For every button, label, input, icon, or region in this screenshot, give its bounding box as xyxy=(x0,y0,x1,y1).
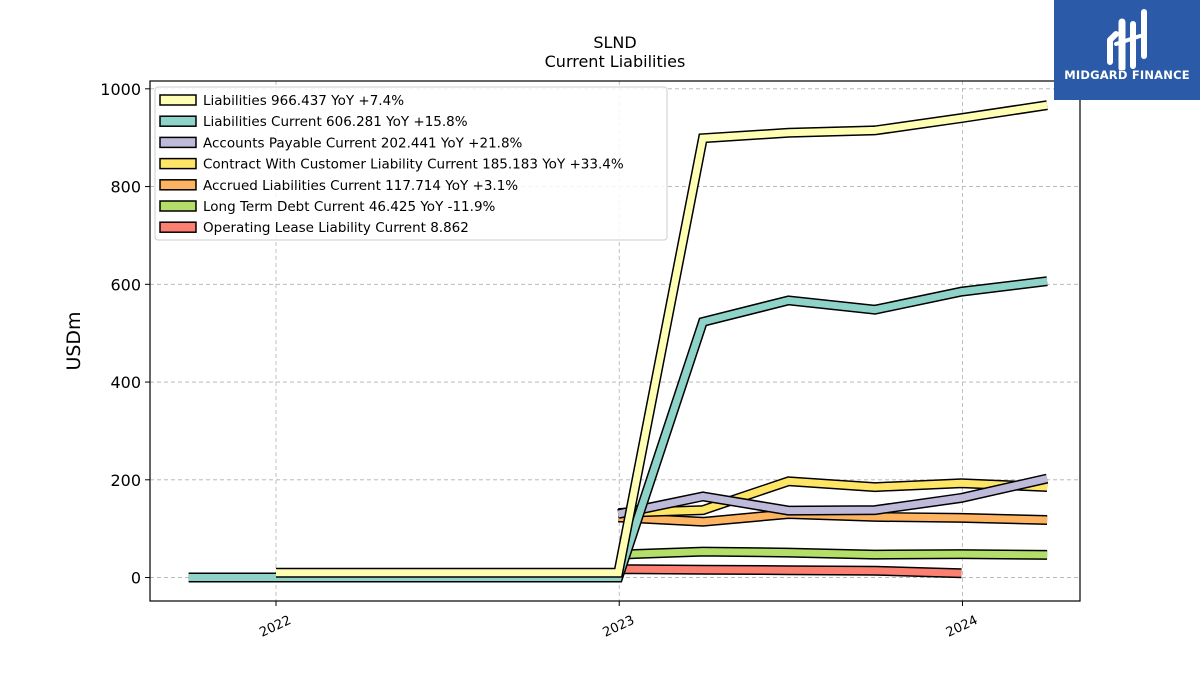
legend-swatch xyxy=(159,200,197,212)
series-line xyxy=(618,476,1048,518)
legend-label: Accrued Liabilities Current 117.714 YoY … xyxy=(203,178,518,194)
legend-swatch xyxy=(159,94,197,106)
y-tick-label: 1000 xyxy=(100,80,141,99)
y-tick-label: 0 xyxy=(131,569,141,588)
series-line-stroke xyxy=(276,101,1048,577)
legend-box xyxy=(154,86,668,241)
legend-label: Contract With Customer Liability Current… xyxy=(203,157,624,173)
legend-label: Operating Lease Liability Current 8.862 xyxy=(203,220,469,236)
plot-frame xyxy=(149,80,1081,602)
y-tick-label: 600 xyxy=(110,275,141,294)
series-line xyxy=(188,276,1048,583)
x-tick-label: 2022 xyxy=(257,613,293,641)
y-tick-label: 800 xyxy=(110,178,141,197)
y-tick-label: 400 xyxy=(110,373,141,392)
x-tick-label: 2024 xyxy=(944,613,980,641)
midgard-finance-logo: MIDGARD FINANCE xyxy=(1054,0,1200,100)
legend-label: Long Term Debt Current 46.425 YoY -11.9% xyxy=(203,199,496,215)
series-line-stroke xyxy=(618,510,1048,526)
legend-swatch xyxy=(159,179,197,191)
legend-swatch xyxy=(159,221,197,233)
series-line xyxy=(617,473,1049,519)
series-line-stroke xyxy=(188,277,1048,581)
x-tick-label: 2023 xyxy=(601,613,637,641)
series-line xyxy=(618,564,962,579)
legend-swatch xyxy=(159,136,197,149)
legend-swatch xyxy=(159,157,197,170)
series-line-stroke xyxy=(618,548,1048,559)
series-line-stroke xyxy=(617,475,1048,518)
legend-label: Liabilities 966.437 YoY +7.4% xyxy=(203,93,404,109)
series-line xyxy=(276,100,1048,578)
series-line-stroke xyxy=(618,565,962,577)
legend-label: Accounts Payable Current 202.441 YoY +21… xyxy=(203,135,523,151)
chart-title: SLND xyxy=(593,33,636,52)
legend-label: Liabilities Current 606.281 YoY +15.8% xyxy=(203,114,468,130)
legend-swatch xyxy=(159,115,197,127)
legend: Liabilities 966.437 YoY +7.4% Liabilities… xyxy=(154,86,668,241)
series-line xyxy=(618,508,1048,527)
logo-text: MIDGARD FINANCE xyxy=(1064,68,1190,82)
y-tick-label: 200 xyxy=(110,471,141,490)
logo-mark-icon xyxy=(1107,9,1147,70)
series-layer xyxy=(188,100,1049,583)
series-line xyxy=(618,546,1048,560)
chart-subtitle: Current Liabilities xyxy=(545,52,686,71)
series-line-outline xyxy=(188,276,1048,583)
y-axis-label: USDm xyxy=(63,311,85,370)
series-line-stroke xyxy=(618,477,1048,517)
